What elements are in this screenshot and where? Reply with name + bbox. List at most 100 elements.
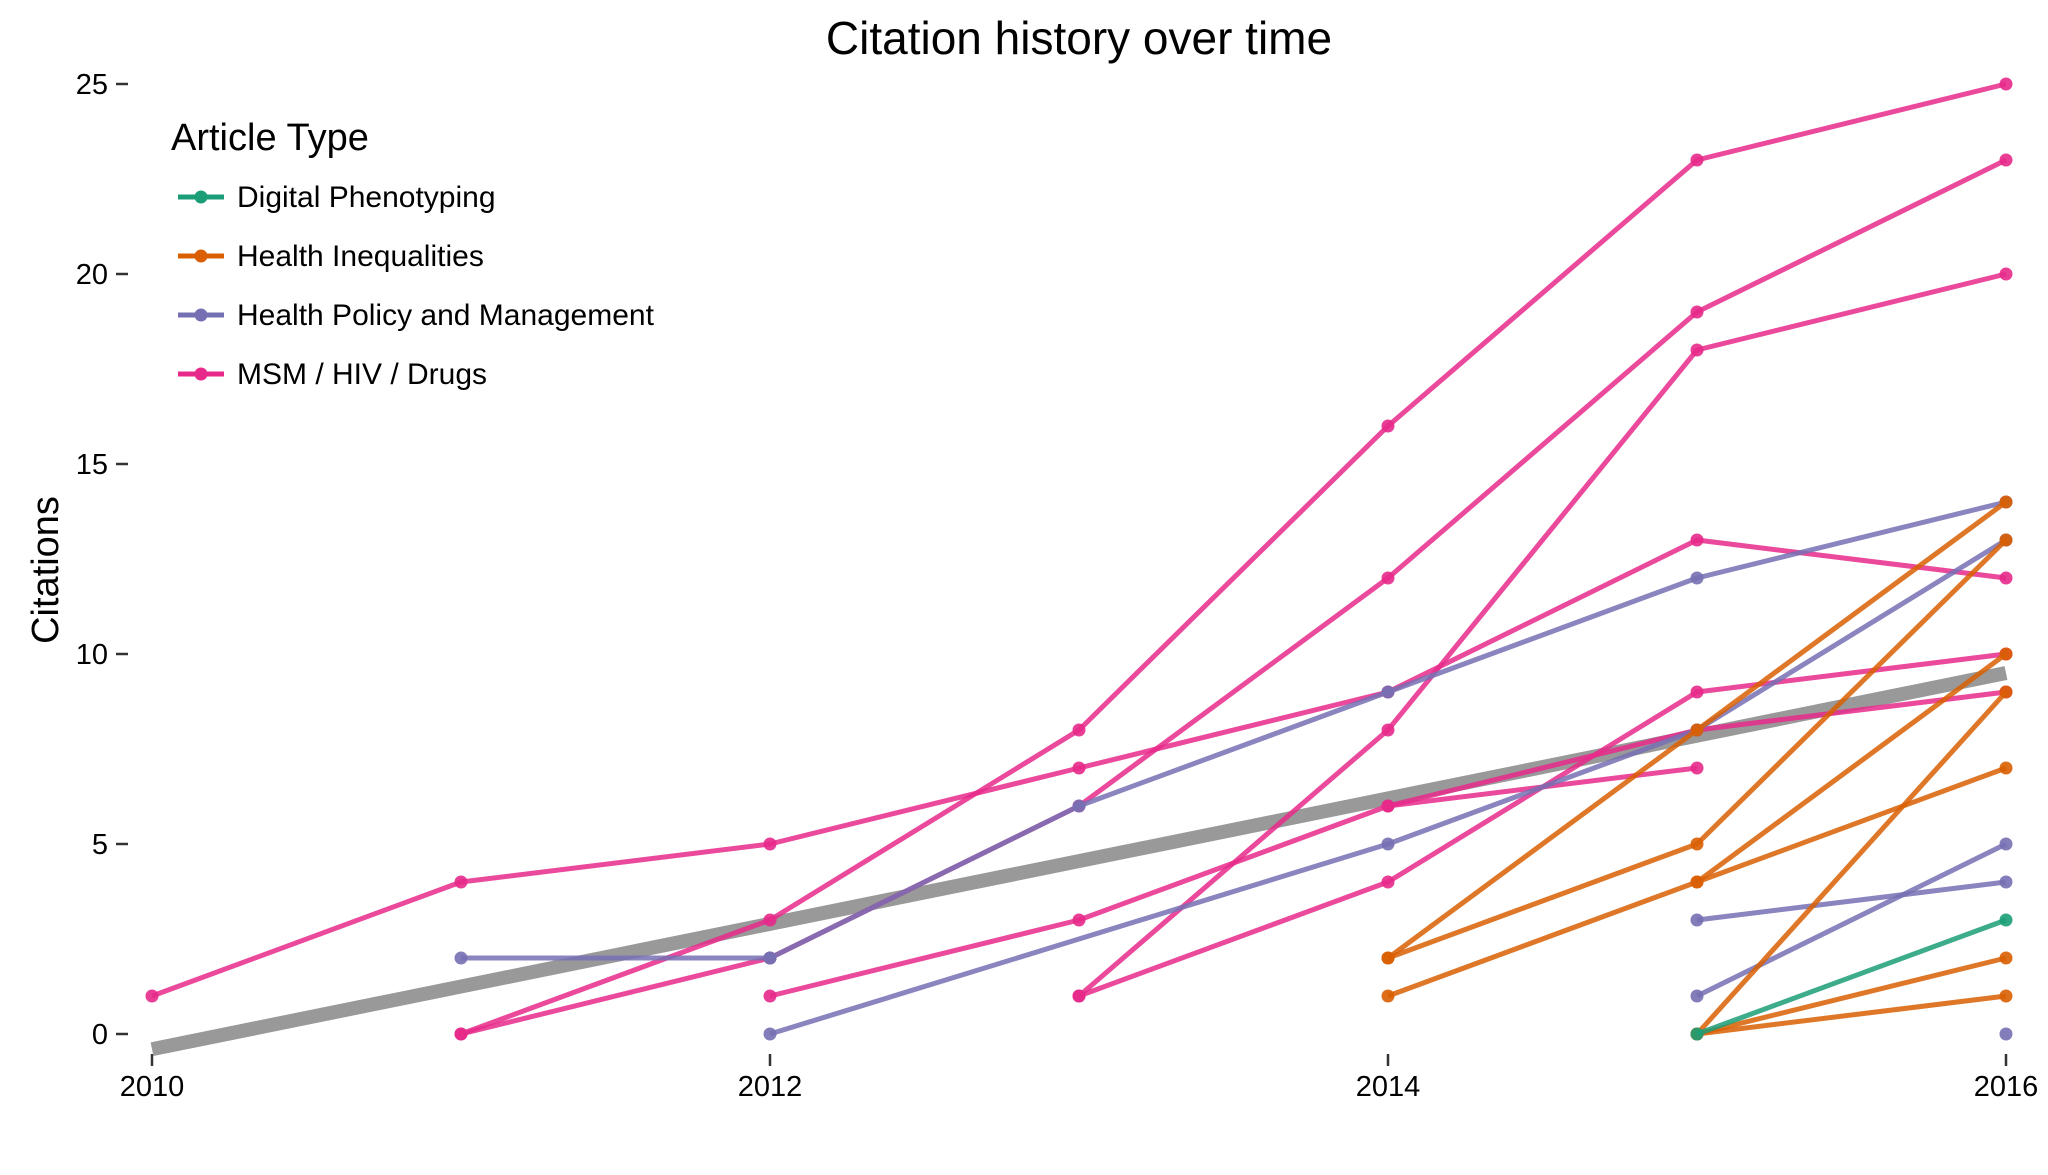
data-point	[1690, 571, 1704, 585]
legend-key-point	[194, 190, 208, 204]
series-msm-hiv-drugs	[454, 77, 2013, 1041]
series-line	[769, 537, 2008, 1037]
data-point	[763, 1027, 777, 1041]
data-point	[1690, 1027, 1704, 1041]
x-tick-label: 2012	[738, 1071, 803, 1103]
data-point	[763, 913, 777, 927]
data-point	[1999, 571, 2013, 585]
data-point	[1381, 951, 1395, 965]
series-line	[1387, 689, 2007, 809]
data-point	[454, 1027, 468, 1041]
data-point	[1381, 837, 1395, 851]
x-axis: 2010 2012 2014 2016	[120, 1054, 2039, 1103]
series-msm-hiv-drugs	[763, 761, 1704, 1003]
data-point	[763, 837, 777, 851]
legend-title: Article Type	[171, 117, 369, 159]
data-point	[763, 989, 777, 1003]
data-point	[1999, 77, 2013, 91]
data-point	[1690, 837, 1704, 851]
data-point	[145, 989, 159, 1003]
data-point	[1999, 495, 2013, 509]
y-tick-label: 25	[76, 69, 108, 101]
data-point	[1690, 533, 1704, 547]
data-point	[763, 951, 777, 965]
data-point	[1381, 989, 1395, 1003]
data-point	[1690, 305, 1704, 319]
series-line	[1695, 841, 2008, 999]
data-point	[1999, 989, 2013, 1003]
series-line	[1695, 690, 2008, 1036]
chart-title: Citation history over time	[826, 12, 1332, 64]
data-point	[1381, 723, 1395, 737]
x-tick-label: 2014	[1356, 1071, 1421, 1103]
data-point	[1690, 875, 1704, 889]
data-point	[1072, 799, 1086, 813]
y-tick-label: 20	[76, 259, 108, 291]
data-point	[1072, 723, 1086, 737]
series-line	[460, 157, 2008, 1037]
data-point	[1999, 685, 2013, 699]
series-health-policy-and-management	[1690, 837, 2013, 1003]
data-point	[1999, 153, 2013, 167]
series-health-policy-and-management	[1999, 1027, 2013, 1041]
series-line	[1696, 993, 2007, 1037]
data-point	[1381, 799, 1395, 813]
data-point	[1999, 533, 2013, 547]
data-point	[1690, 989, 1704, 1003]
legend-label: Health Policy and Management	[237, 299, 655, 332]
series-msm-hiv-drugs	[145, 533, 2013, 1003]
y-axis-label: Citations	[25, 496, 67, 644]
series-line	[1077, 271, 2007, 998]
legend-label: MSM / HIV / Drugs	[237, 358, 487, 391]
series-line	[1695, 651, 2008, 885]
y-axis: 0 5 10 15 20 25	[76, 69, 128, 1051]
data-point	[1999, 647, 2013, 661]
series-health-policy-and-management	[1690, 875, 2013, 927]
data-point	[1999, 1027, 2013, 1041]
data-point	[1072, 761, 1086, 775]
data-point	[454, 875, 468, 889]
y-tick-label: 15	[76, 449, 108, 481]
data-point	[1999, 837, 2013, 851]
x-tick-label: 2016	[1974, 1071, 2039, 1103]
data-point	[1381, 875, 1395, 889]
series-line	[1696, 879, 2007, 923]
legend-key-point	[194, 308, 208, 322]
series-health-inequalities	[1690, 647, 2013, 889]
data-point	[1072, 989, 1086, 1003]
legend-label: Digital Phenotyping	[237, 181, 496, 214]
legend-key-point	[194, 367, 208, 381]
series-health-inequalities	[1381, 533, 2013, 965]
data-point	[1999, 761, 2013, 775]
series-layer	[145, 77, 2013, 1041]
series-digital-phenotyping	[1690, 913, 2013, 1041]
data-point	[1999, 913, 2013, 927]
series-line	[1696, 955, 2007, 1037]
data-point	[1381, 685, 1395, 699]
legend-key-point	[194, 249, 208, 263]
series-line	[460, 81, 2007, 1037]
y-tick-label: 0	[92, 1019, 108, 1051]
data-point	[1381, 419, 1395, 433]
data-point	[1381, 571, 1395, 585]
x-tick-label: 2010	[120, 1071, 185, 1103]
data-point	[1690, 343, 1704, 357]
y-tick-label: 10	[76, 639, 108, 671]
data-point	[1999, 951, 2013, 965]
legend: Article Type Digital Phenotyping Health I…	[171, 117, 655, 391]
data-point	[1690, 723, 1704, 737]
series-line	[1696, 917, 2007, 1037]
y-tick-label: 5	[92, 829, 108, 861]
data-point	[1999, 875, 2013, 889]
legend-label: Health Inequalities	[237, 240, 484, 273]
series-line	[769, 765, 1698, 999]
data-point	[454, 951, 468, 965]
data-point	[1690, 685, 1704, 699]
data-point	[1690, 761, 1704, 775]
data-point	[1690, 913, 1704, 927]
data-point	[1999, 267, 2013, 281]
data-point	[1072, 913, 1086, 927]
data-point	[1690, 153, 1704, 167]
